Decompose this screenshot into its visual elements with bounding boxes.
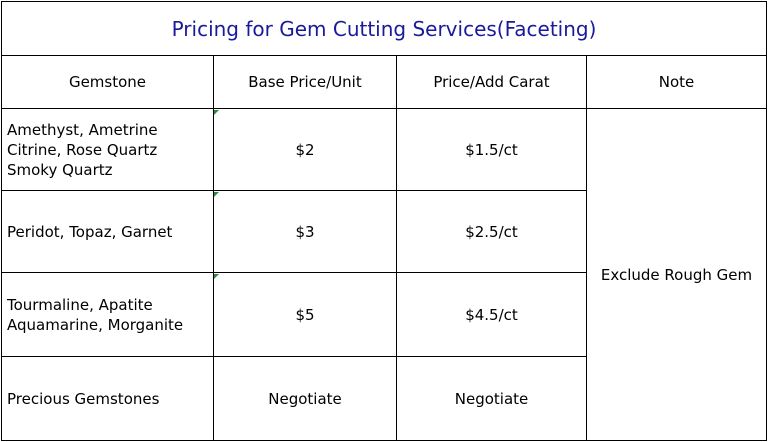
gemstone-line: Aquamarine, Morganite — [7, 315, 184, 334]
row-1-base-price: $2 — [214, 109, 397, 191]
row-3-base-price: $5 — [214, 273, 397, 357]
table-title: Pricing for Gem Cutting Services(Facetin… — [1, 1, 767, 56]
row-1-gemstone: Amethyst, Ametrine Citrine, Rose Quartz … — [1, 109, 214, 191]
cell-marker — [214, 110, 219, 115]
gemstone-line: Citrine, Rose Quartz — [7, 140, 158, 159]
gemstone-line: Tourmaline, Apatite — [7, 295, 153, 314]
header-note: Note — [587, 56, 767, 109]
row-4-add-carat: Negotiate — [397, 357, 587, 441]
row-2-add-carat: $2.5/ct — [397, 191, 587, 273]
row-4-gemstone: Precious Gemstones — [1, 357, 214, 441]
row-2-gemstone: Peridot, Topaz, Garnet — [1, 191, 214, 273]
header-add-carat: Price/Add Carat — [397, 56, 587, 109]
row-4-base-price: Negotiate — [214, 357, 397, 441]
header-base-price: Base Price/Unit — [214, 56, 397, 109]
note-cell: Exclude Rough Gem — [587, 109, 767, 441]
gemstone-line: Amethyst, Ametrine — [7, 120, 158, 139]
header-gemstone: Gemstone — [1, 56, 214, 109]
cell-marker — [214, 192, 219, 197]
gemstone-line: Smoky Quartz — [7, 160, 113, 179]
row-3-gemstone: Tourmaline, Apatite Aquamarine, Morganit… — [1, 273, 214, 357]
gemstone-line: Precious Gemstones — [7, 389, 160, 408]
row-1-add-carat: $1.5/ct — [397, 109, 587, 191]
row-2-base-price: $3 — [214, 191, 397, 273]
cell-marker — [214, 274, 219, 279]
row-3-add-carat: $4.5/ct — [397, 273, 587, 357]
gemstone-line: Peridot, Topaz, Garnet — [7, 222, 173, 241]
